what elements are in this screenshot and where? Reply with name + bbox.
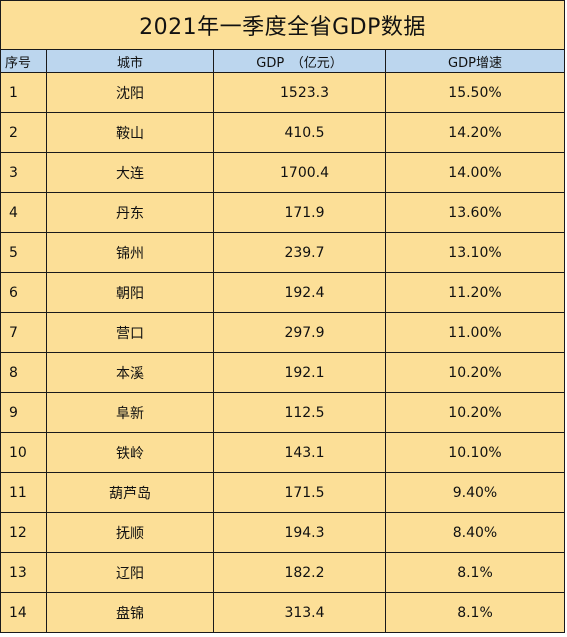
cell-growth: 10.10% xyxy=(385,432,565,473)
cell-index: 1 xyxy=(0,72,47,113)
table-row: 4 丹东 171.9 13.60% xyxy=(0,192,565,233)
cell-gdp: 410.5 xyxy=(213,112,386,153)
cell-index: 6 xyxy=(0,272,47,313)
table-title: 2021年一季度全省GDP数据 xyxy=(0,0,565,50)
cell-gdp: 1700.4 xyxy=(213,152,386,193)
cell-growth: 15.50% xyxy=(385,72,565,113)
table-row: 8 本溪 192.1 10.20% xyxy=(0,352,565,393)
cell-growth: 8.1% xyxy=(385,592,565,633)
cell-growth: 14.00% xyxy=(385,152,565,193)
cell-growth: 11.20% xyxy=(385,272,565,313)
table-row: 1 沈阳 1523.3 15.50% xyxy=(0,72,565,113)
cell-growth: 8.1% xyxy=(385,552,565,593)
cell-index: 8 xyxy=(0,352,47,393)
cell-index: 9 xyxy=(0,392,47,433)
cell-growth: 11.00% xyxy=(385,312,565,353)
table-row: 7 营口 297.9 11.00% xyxy=(0,312,565,353)
header-growth: GDP增速 xyxy=(385,49,565,73)
table-row: 3 大连 1700.4 14.00% xyxy=(0,152,565,193)
cell-city: 丹东 xyxy=(46,192,214,233)
cell-gdp: 192.4 xyxy=(213,272,386,313)
cell-growth: 13.60% xyxy=(385,192,565,233)
cell-city: 辽阳 xyxy=(46,552,214,593)
cell-city: 阜新 xyxy=(46,392,214,433)
cell-index: 4 xyxy=(0,192,47,233)
cell-growth: 10.20% xyxy=(385,392,565,433)
header-index: 序号 xyxy=(0,49,47,73)
table-row: 12 抚顺 194.3 8.40% xyxy=(0,512,565,553)
cell-city: 葫芦岛 xyxy=(46,472,214,513)
cell-gdp: 297.9 xyxy=(213,312,386,353)
table-row: 11 葫芦岛 171.5 9.40% xyxy=(0,472,565,513)
header-row: 序号 城市 GDP （亿元） GDP增速 xyxy=(0,49,565,73)
cell-city: 鞍山 xyxy=(46,112,214,153)
cell-gdp: 192.1 xyxy=(213,352,386,393)
cell-growth: 9.40% xyxy=(385,472,565,513)
cell-gdp: 182.2 xyxy=(213,552,386,593)
cell-city: 抚顺 xyxy=(46,512,214,553)
header-gdp: GDP （亿元） xyxy=(213,49,386,73)
table-row: 2 鞍山 410.5 14.20% xyxy=(0,112,565,153)
cell-city: 本溪 xyxy=(46,352,214,393)
table-row: 6 朝阳 192.4 11.20% xyxy=(0,272,565,313)
cell-index: 5 xyxy=(0,232,47,273)
cell-city: 营口 xyxy=(46,312,214,353)
cell-index: 2 xyxy=(0,112,47,153)
table-row: 10 铁岭 143.1 10.10% xyxy=(0,432,565,473)
cell-gdp: 239.7 xyxy=(213,232,386,273)
cell-index: 11 xyxy=(0,472,47,513)
cell-city: 盘锦 xyxy=(46,592,214,633)
cell-index: 13 xyxy=(0,552,47,593)
cell-growth: 8.40% xyxy=(385,512,565,553)
cell-city: 锦州 xyxy=(46,232,214,273)
cell-index: 7 xyxy=(0,312,47,353)
cell-index: 10 xyxy=(0,432,47,473)
cell-index: 14 xyxy=(0,592,47,633)
cell-gdp: 171.5 xyxy=(213,472,386,513)
cell-city: 铁岭 xyxy=(46,432,214,473)
cell-gdp: 112.5 xyxy=(213,392,386,433)
cell-index: 12 xyxy=(0,512,47,553)
cell-city: 沈阳 xyxy=(46,72,214,113)
table-row: 5 锦州 239.7 13.10% xyxy=(0,232,565,273)
cell-index: 3 xyxy=(0,152,47,193)
cell-gdp: 143.1 xyxy=(213,432,386,473)
cell-gdp: 171.9 xyxy=(213,192,386,233)
table-row: 9 阜新 112.5 10.20% xyxy=(0,392,565,433)
cell-gdp: 194.3 xyxy=(213,512,386,553)
table-row: 13 辽阳 182.2 8.1% xyxy=(0,552,565,593)
header-city: 城市 xyxy=(46,49,214,73)
cell-growth: 10.20% xyxy=(385,352,565,393)
cell-gdp: 313.4 xyxy=(213,592,386,633)
cell-city: 朝阳 xyxy=(46,272,214,313)
cell-city: 大连 xyxy=(46,152,214,193)
cell-growth: 13.10% xyxy=(385,232,565,273)
cell-growth: 14.20% xyxy=(385,112,565,153)
table-row: 14 盘锦 313.4 8.1% xyxy=(0,592,565,633)
cell-gdp: 1523.3 xyxy=(213,72,386,113)
